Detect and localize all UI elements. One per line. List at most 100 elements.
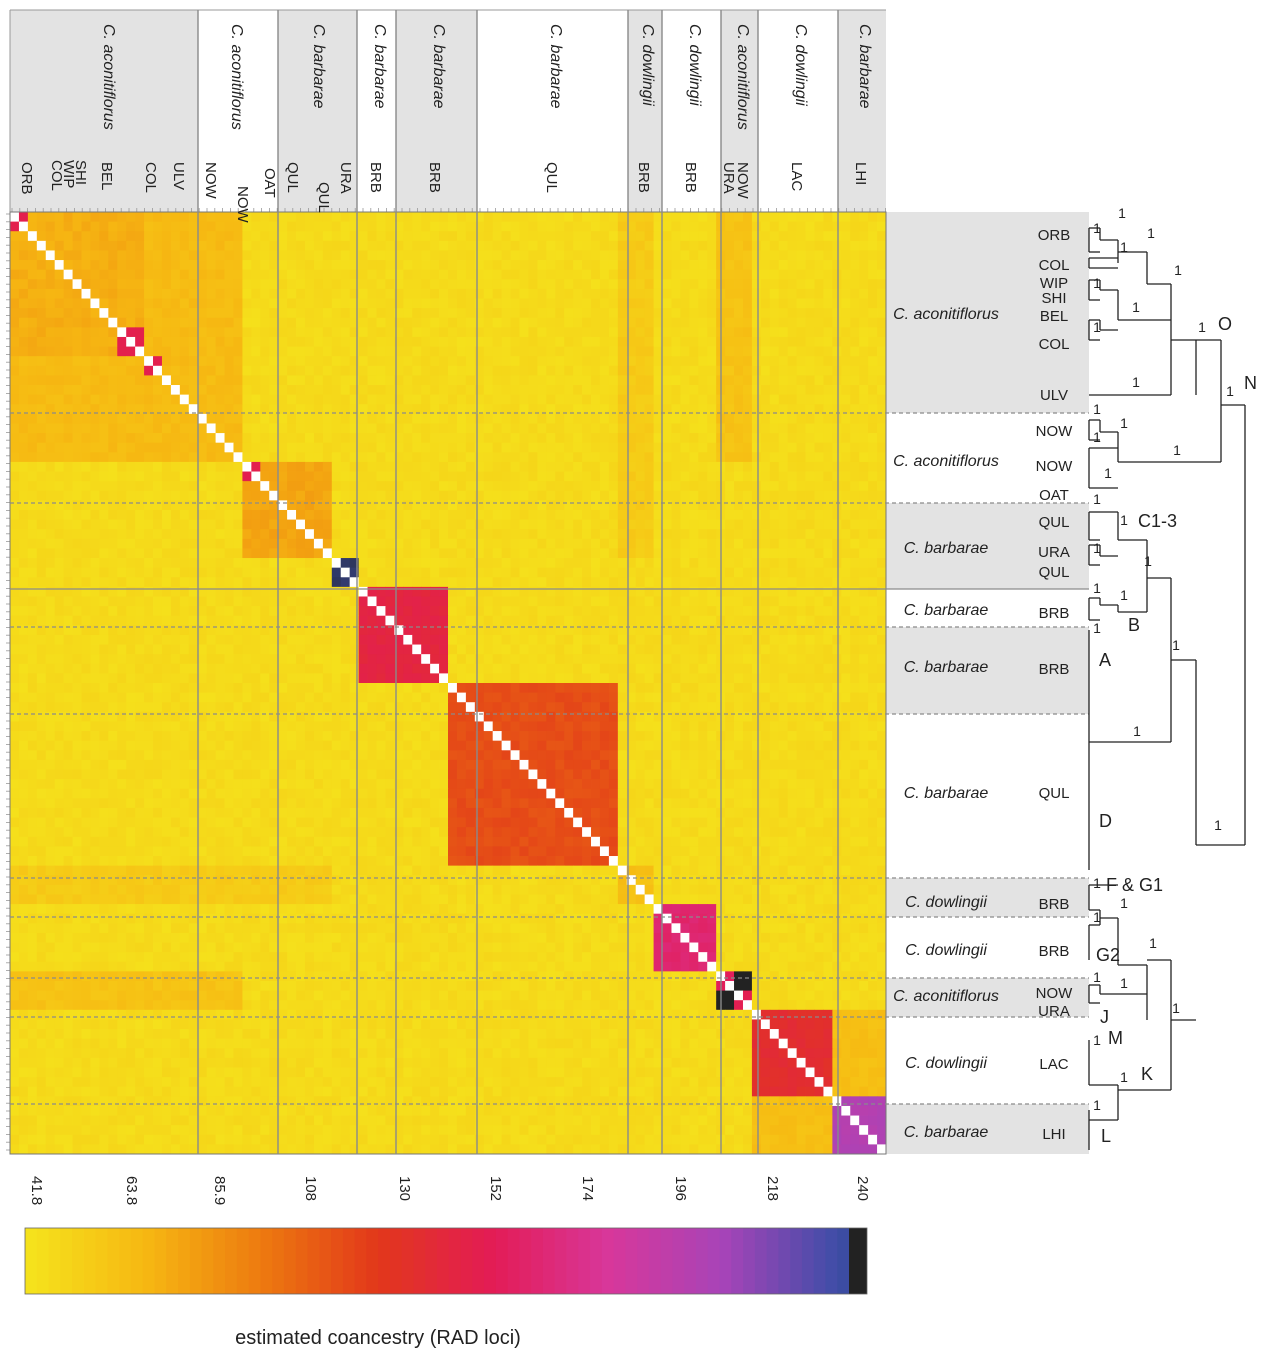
heatmap-cell — [376, 356, 386, 367]
heatmap-cell — [117, 663, 127, 674]
heatmap-cell — [725, 452, 735, 463]
heatmap-cell — [430, 433, 440, 444]
heatmap-cell — [269, 529, 279, 540]
heatmap-cell — [260, 346, 270, 357]
heatmap-cell — [689, 221, 699, 232]
heatmap-cell — [108, 519, 118, 530]
heatmap-cell — [27, 500, 38, 511]
heatmap-cell — [546, 279, 556, 290]
heatmap-cell — [90, 452, 100, 463]
heatmap-cell — [215, 279, 225, 290]
heatmap-cell — [439, 385, 449, 396]
heatmap-cell — [448, 634, 458, 645]
heatmap-cell — [582, 654, 592, 665]
heatmap-cell — [582, 279, 592, 290]
heatmap-cell — [206, 519, 216, 530]
heatmap-cell — [608, 231, 619, 242]
heatmap-cell — [635, 548, 646, 559]
heatmap-cell — [546, 538, 556, 549]
heatmap-cell — [492, 509, 503, 520]
heatmap-cell — [564, 413, 574, 424]
heatmap-cell — [662, 279, 672, 290]
heatmap-cell — [430, 481, 440, 492]
heatmap-cell — [224, 644, 234, 655]
heatmap-cell — [278, 634, 288, 645]
heatmap-cell — [135, 606, 145, 617]
heatmap-cell — [331, 481, 342, 492]
heatmap-cell — [680, 644, 690, 655]
heatmap-cell — [278, 461, 288, 472]
heatmap-cell — [850, 260, 860, 271]
heatmap-cell — [644, 308, 654, 319]
heatmap-cell — [242, 644, 252, 655]
heatmap-cell — [18, 519, 29, 530]
heatmap-cell — [707, 365, 717, 376]
heatmap-cell — [868, 586, 878, 597]
heatmap-cell — [224, 336, 234, 347]
heatmap-cell — [537, 586, 547, 597]
heatmap-cell — [144, 385, 154, 396]
heatmap-cell — [385, 644, 395, 655]
heatmap-cell — [537, 394, 547, 405]
heatmap-cell — [760, 346, 771, 357]
heatmap-cell — [805, 558, 815, 569]
heatmap-cell — [832, 529, 842, 540]
heatmap-cell — [698, 423, 708, 434]
heatmap-cell — [367, 308, 377, 319]
heatmap-cell — [742, 577, 753, 588]
heatmap-cell — [635, 413, 646, 424]
heatmap-cell — [304, 586, 315, 597]
heatmap-cell — [90, 509, 100, 520]
heatmap-cell — [528, 433, 538, 444]
heatmap-cell — [626, 452, 637, 463]
heatmap-cell — [394, 538, 404, 549]
heatmap-cell — [287, 250, 297, 261]
heatmap-cell — [769, 231, 780, 242]
heatmap-cell — [465, 279, 476, 290]
heatmap-cell — [832, 586, 842, 597]
heatmap-cell — [90, 404, 100, 415]
heatmap-cell — [787, 452, 798, 463]
heatmap-cell — [367, 490, 377, 501]
heatmap-cell — [72, 586, 82, 597]
heatmap-cell — [144, 471, 154, 482]
heatmap-cell — [287, 231, 297, 242]
heatmap-cell — [859, 317, 869, 328]
heatmap-cell — [823, 433, 833, 444]
heatmap-cell — [36, 404, 47, 415]
heatmap-cell — [224, 288, 234, 299]
heatmap-cell — [233, 413, 243, 424]
heatmap-cell — [54, 586, 65, 597]
heatmap-cell — [376, 279, 386, 290]
heatmap-cell — [868, 606, 878, 617]
heatmap-cell — [287, 558, 297, 569]
heatmap-cell — [698, 529, 708, 540]
heatmap-cell — [108, 500, 118, 511]
heatmap-cell — [573, 663, 583, 674]
heatmap-cell — [170, 423, 181, 434]
heatmap-cell — [170, 288, 181, 299]
heatmap-cell — [591, 423, 601, 434]
heatmap-cell — [653, 634, 663, 645]
heatmap-cell — [269, 548, 279, 559]
heatmap-cell — [430, 490, 440, 501]
heatmap-cell — [188, 423, 199, 434]
heatmap-cell — [313, 365, 324, 376]
heatmap-cell — [760, 529, 771, 540]
heatmap-cell — [635, 452, 646, 463]
heatmap-cell — [81, 634, 91, 645]
heatmap-cell — [528, 356, 538, 367]
heatmap-cell — [492, 634, 503, 645]
heatmap-cell — [823, 625, 833, 636]
heatmap-cell — [296, 269, 306, 280]
heatmap-cell — [769, 625, 780, 636]
heatmap-cell — [81, 625, 91, 636]
heatmap-cell — [599, 567, 610, 578]
heatmap-cell — [689, 509, 699, 520]
heatmap-cell — [36, 250, 47, 261]
heatmap-cell — [662, 596, 672, 607]
heatmap-cell — [456, 471, 467, 482]
heatmap-diagonal-cell — [287, 509, 297, 520]
heatmap-cell — [448, 327, 458, 338]
heatmap-cell — [841, 346, 851, 357]
